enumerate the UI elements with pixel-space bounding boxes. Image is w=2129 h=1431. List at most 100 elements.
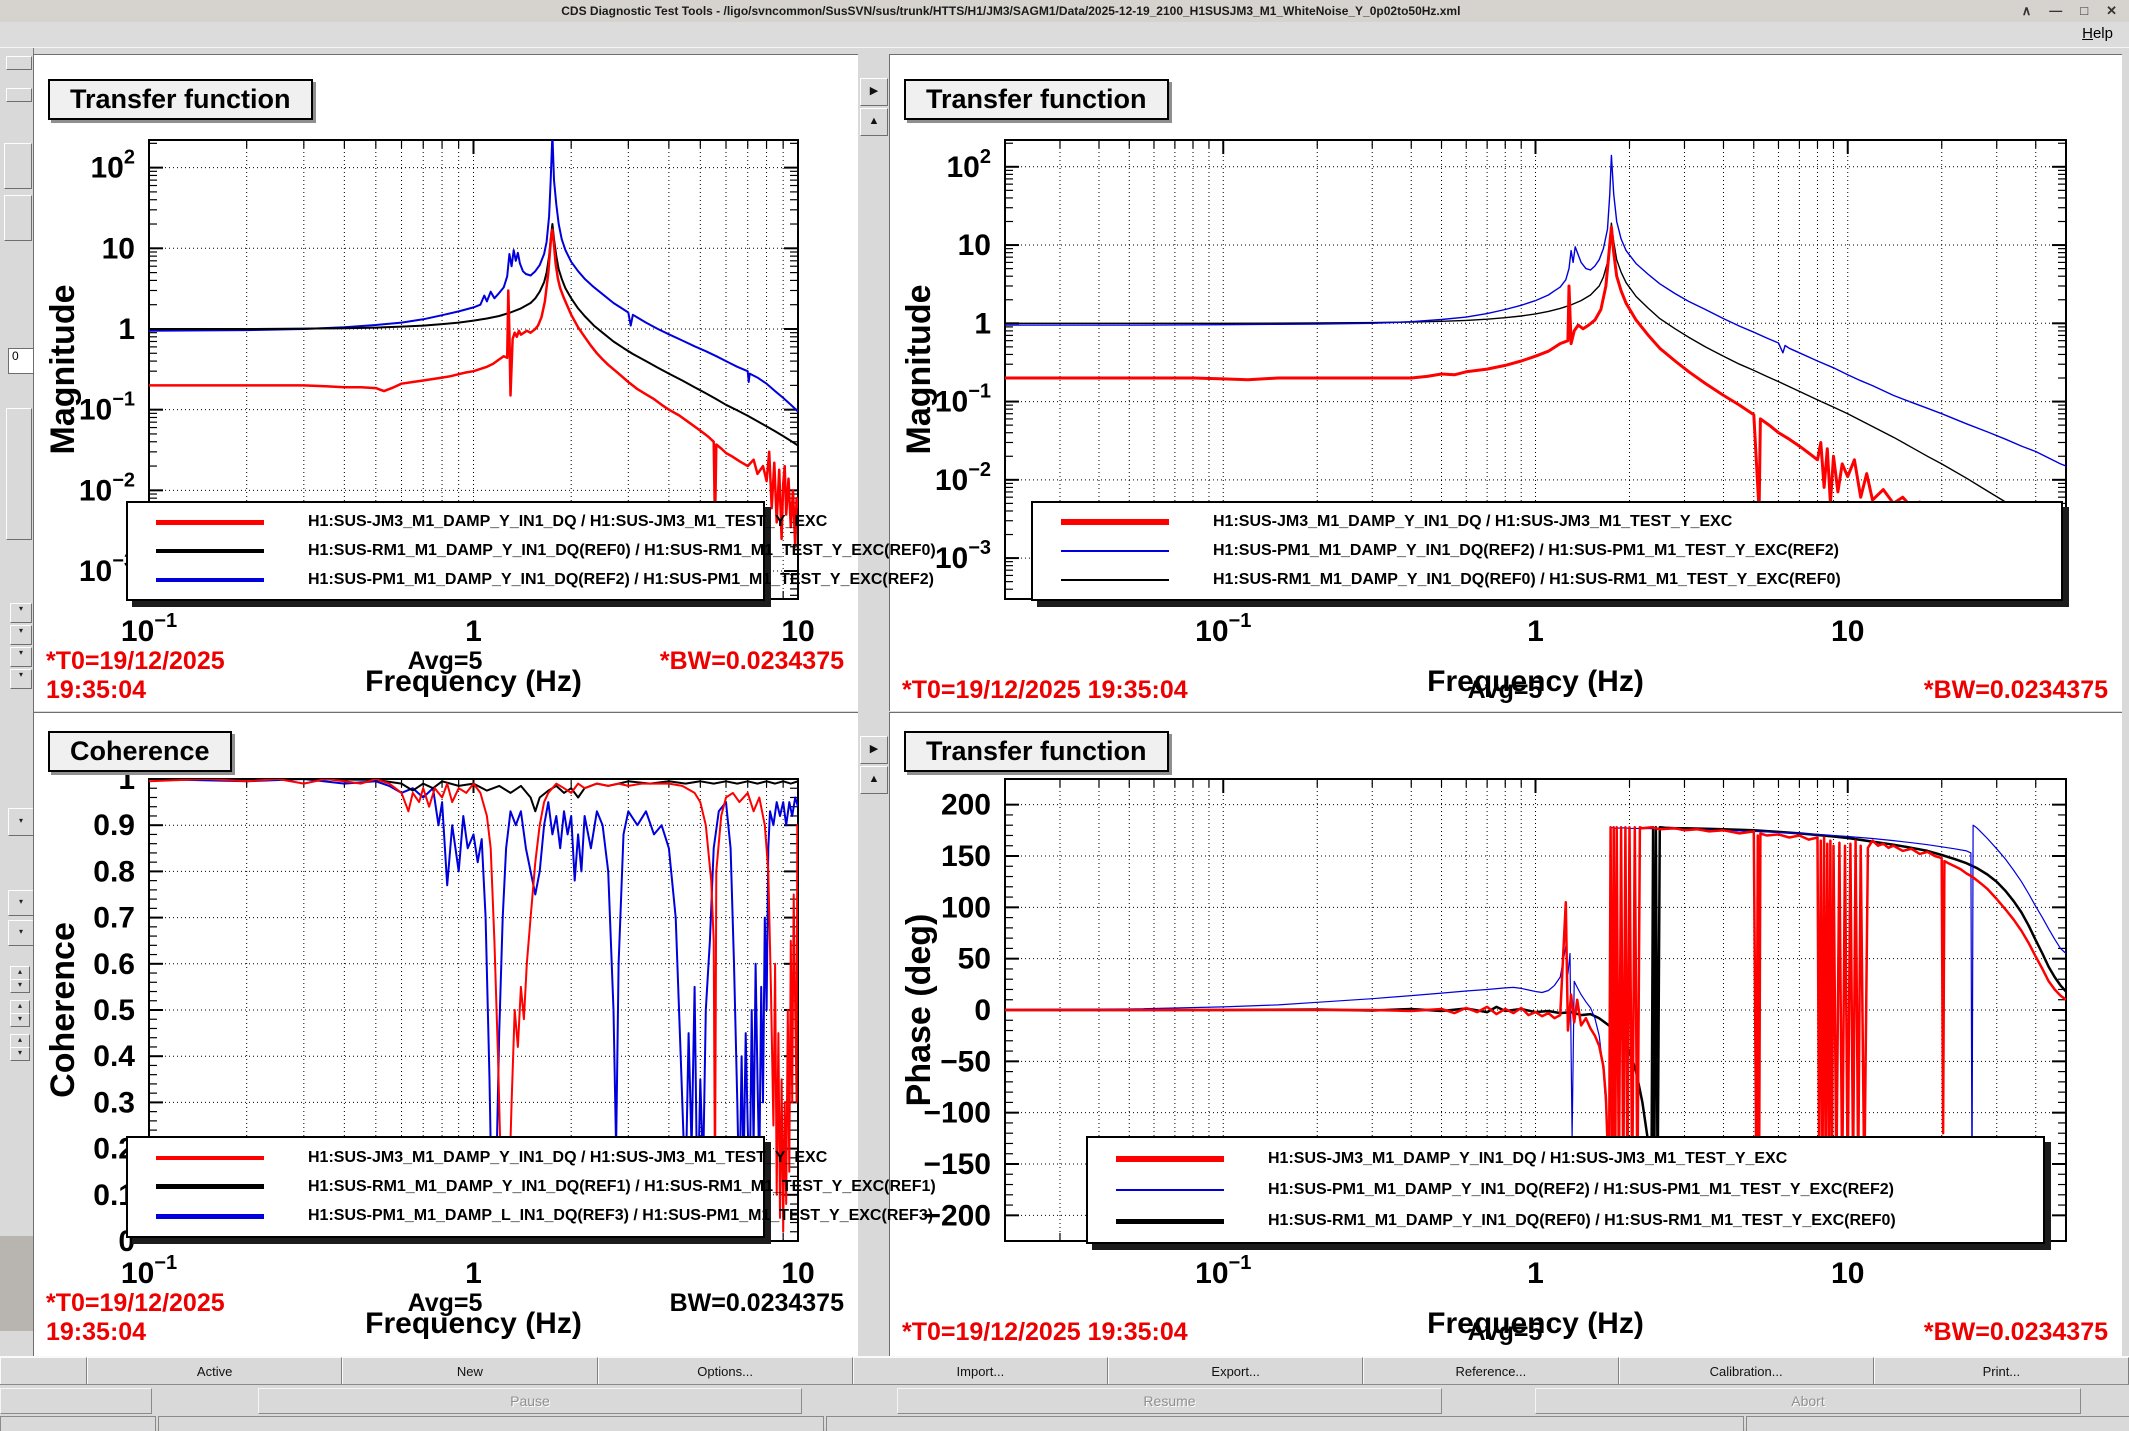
svg-text:10−1: 10−1	[1195, 1252, 1251, 1290]
bandwidth-value: *BW=0.0234375	[1923, 1318, 2108, 1346]
rail-spin-up-icon[interactable]: ▴	[10, 1000, 30, 1014]
left-control-rail: 0 ▾ ▾ ▾ ▾ ▾ ▾ ▾ ▴ ▾ ▴ ▾ ▴ ▾	[0, 48, 35, 1356]
legend-entry: H1:SUS-JM3_M1_DAMP_Y_IN1_DQ / H1:SUS-JM3…	[128, 513, 827, 531]
svg-text:0.9: 0.9	[93, 809, 135, 842]
svg-text:1: 1	[974, 307, 991, 340]
coherence-chart: 10−1 1 1000.10.20.30.40.50.60.70.80.91Cohe…	[44, 763, 815, 1340]
svg-text:102: 102	[91, 147, 136, 185]
svg-text:10−1: 10−1	[121, 610, 177, 648]
transfer-magnitude-left-chart: 10−1 1 1010−310−210−1110102MagnitudeFreque…	[44, 139, 815, 698]
import-button[interactable]: Import...	[852, 1357, 1108, 1385]
window-titlebar[interactable]: CDS Diagnostic Test Tools - /ligo/svncom…	[0, 0, 2129, 23]
rail-spin-down-icon[interactable]: ▾	[10, 979, 30, 993]
plot-footer: *T0=19/12/2025 19:35:04 Avg=5 BW=0.02343…	[46, 1289, 844, 1347]
rail-spin-down-icon[interactable]: ▾	[10, 647, 32, 667]
svg-text:10−2: 10−2	[935, 459, 991, 497]
expand-up-button[interactable]: ▲	[860, 766, 888, 794]
transport-stub-button[interactable]	[0, 1388, 152, 1414]
rail-partial-panel[interactable]	[4, 143, 32, 189]
legend-channel-label: H1:SUS-PM1_M1_DAMP_Y_IN1_DQ(REF2) / H1:S…	[1268, 1180, 1894, 1198]
legend-line-sample	[1061, 549, 1169, 552]
up-triangle-icon: ▲	[868, 773, 880, 785]
rail-spin-down-icon[interactable]: ▾	[10, 669, 32, 689]
svg-text:−50: −50	[940, 1045, 991, 1078]
svg-text:10−1: 10−1	[79, 389, 135, 427]
svg-text:Coherence: Coherence	[44, 922, 82, 1098]
expand-right-button[interactable]: ▶	[860, 736, 888, 764]
svg-text:150: 150	[941, 840, 991, 873]
legend-line-sample	[1061, 578, 1169, 581]
rail-number-field[interactable]: 0	[8, 348, 35, 374]
menu-help-label-rest: elp	[2092, 25, 2113, 42]
legend-line-sample	[156, 548, 264, 553]
resume-button[interactable]: Resume	[897, 1388, 1442, 1414]
svg-text:Frequency (Hz): Frequency (Hz)	[1427, 665, 1644, 698]
svg-text:Frequency (Hz): Frequency (Hz)	[365, 665, 582, 698]
calibration-button[interactable]: Calibration...	[1618, 1357, 1874, 1385]
svg-text:1: 1	[465, 615, 482, 648]
rail-partial-button[interactable]	[6, 56, 32, 70]
new-button[interactable]: New	[342, 1357, 598, 1385]
rail-shaded-section	[0, 1236, 33, 1331]
svg-text:0: 0	[974, 994, 991, 1027]
plot-title-label: Transfer function	[926, 736, 1147, 766]
rail-spin-down-icon[interactable]: ▾	[10, 625, 32, 645]
plot-title-label: Transfer function	[926, 84, 1147, 114]
legend-channel-label: H1:SUS-JM3_M1_DAMP_Y_IN1_DQ / H1:SUS-JM3…	[308, 513, 828, 531]
svg-text:10−2: 10−2	[79, 469, 135, 507]
rail-combo-down-icon[interactable]: ▾	[8, 808, 34, 836]
legend-entry: H1:SUS-RM1_M1_DAMP_Y_IN1_DQ(REF0) / H1:S…	[128, 542, 936, 560]
rail-spin-up-icon[interactable]: ▴	[10, 1034, 30, 1048]
svg-text:0.7: 0.7	[93, 902, 135, 935]
status-cell	[1746, 1416, 2129, 1431]
rail-spin-down-icon[interactable]: ▾	[10, 1013, 30, 1027]
rail-spin-up-icon[interactable]: ▴	[10, 966, 30, 980]
rail-combo-down-icon[interactable]: ▾	[8, 890, 34, 916]
t0-timestamp: *T0=19/12/2025 19:35:04	[902, 676, 1188, 704]
up-triangle-icon: ▲	[868, 115, 880, 127]
t0-timestamp: *T0=19/12/2025 19:35:04	[902, 1318, 1188, 1346]
export-button[interactable]: Export...	[1108, 1357, 1364, 1385]
main-content: 0 ▾ ▾ ▾ ▾ ▾ ▾ ▾ ▴ ▾ ▴ ▾ ▴ ▾ 10−1 1 10 10−3 1…	[0, 48, 2129, 1357]
rail-partial-button[interactable]	[6, 88, 32, 102]
expand-up-button[interactable]: ▲	[860, 108, 888, 136]
rail-spin-down-icon[interactable]: ▾	[10, 603, 32, 623]
legend-entry: H1:SUS-JM3_M1_DAMP_Y_IN1_DQ / H1:SUS-JM3…	[1033, 513, 2061, 531]
legend-line-sample	[1116, 1188, 1224, 1191]
shade-window-icon[interactable]: ∧	[2021, 3, 2032, 18]
legend-entry: H1:SUS-PM1_M1_DAMP_Y_IN1_DQ(REF2) / H1:S…	[1033, 542, 2061, 560]
print-button[interactable]: Print...	[1873, 1357, 2129, 1385]
expand-right-button[interactable]: ▶	[860, 78, 888, 106]
abort-button[interactable]: Abort	[1535, 1388, 2081, 1414]
avg-count: Avg=5	[407, 647, 483, 675]
pause-button[interactable]: Pause	[258, 1388, 802, 1414]
rail-combo-down-icon[interactable]: ▾	[8, 920, 34, 946]
svg-text:200: 200	[941, 789, 991, 822]
plot-title: Transfer function	[48, 79, 313, 120]
menu-help[interactable]: Help	[2082, 25, 2113, 42]
minimize-window-icon[interactable]: —	[2049, 3, 2063, 18]
legend-channel-label: H1:SUS-RM1_M1_DAMP_Y_IN1_DQ(REF0) / H1:S…	[1268, 1212, 1896, 1230]
close-window-icon[interactable]: ✕	[2106, 3, 2117, 18]
legend-entry: H1:SUS-JM3_M1_DAMP_Y_IN1_DQ / H1:SUS-JM3…	[128, 1149, 827, 1167]
legend-line-sample	[156, 1155, 264, 1160]
legend-channel-label: H1:SUS-JM3_M1_DAMP_Y_IN1_DQ / H1:SUS-JM3…	[308, 1148, 828, 1166]
chart-legend: H1:SUS-JM3_M1_DAMP_Y_IN1_DQ / H1:SUS-JM3…	[1031, 501, 2063, 601]
svg-text:10: 10	[781, 615, 814, 648]
legend-line-sample	[1061, 519, 1169, 526]
active-button[interactable]: Active	[87, 1357, 343, 1385]
bandwidth-value: *BW=0.0234375	[1923, 676, 2108, 704]
options-button[interactable]: Options...	[597, 1357, 853, 1385]
svg-text:1: 1	[118, 313, 135, 346]
rail-spin-down-icon[interactable]: ▾	[10, 1047, 30, 1061]
chart-legend: H1:SUS-JM3_M1_DAMP_Y_IN1_DQ / H1:SUS-JM3…	[1086, 1136, 2045, 1244]
bandwidth-value: *BW=0.0234375	[659, 647, 844, 675]
maximize-window-icon[interactable]: □	[2080, 3, 2089, 18]
legend-channel-label: H1:SUS-JM3_M1_DAMP_Y_IN1_DQ / H1:SUS-JM3…	[1213, 513, 1733, 531]
rail-partial-panel[interactable]	[4, 195, 32, 241]
svg-text:10−1: 10−1	[1195, 610, 1251, 648]
reference-button[interactable]: Reference...	[1363, 1357, 1619, 1385]
svg-text:Frequency (Hz): Frequency (Hz)	[365, 1307, 582, 1340]
svg-text:0.4: 0.4	[93, 1040, 135, 1073]
legend-channel-label: H1:SUS-JM3_M1_DAMP_Y_IN1_DQ / H1:SUS-JM3…	[1268, 1149, 1788, 1167]
